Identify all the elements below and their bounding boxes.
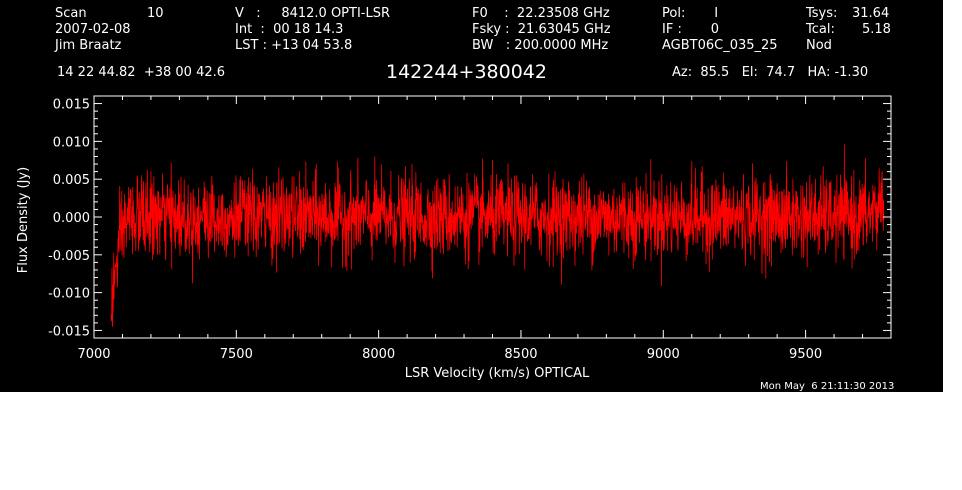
scan-number: 10 [147, 6, 164, 21]
tcal-value: 5.18 [862, 22, 891, 37]
project-id: AGBT06C_035_25 [662, 38, 778, 53]
x-tick-label: 9500 [789, 347, 822, 362]
source-coordinates: 14 22 44.82 +38 00 42.6 [57, 65, 226, 80]
spectrum-chart: 7000 7500 8000 8500 9000 9500 -0.015-0.010-0.… [16, 95, 892, 381]
y-tick-label: 0.010 [53, 135, 90, 150]
y-axis-label: Flux Density (Jy) [16, 167, 31, 273]
scan-label: Scan [55, 6, 87, 21]
plot-panel: Scan 10 2007-02-08 Jim Braatz V : 8412.0… [0, 0, 943, 392]
integration-time: Int : 00 18 14.3 [235, 22, 344, 37]
spectrum-trace [110, 144, 885, 327]
switching-mode: Nod [806, 38, 832, 53]
x-axis-ticks: 7000 7500 8000 8500 9000 9500 [77, 96, 892, 362]
y-tick-label: -0.005 [48, 249, 90, 264]
tcal-label: Tcal: [806, 22, 835, 37]
x-tick-label: 9000 [647, 347, 680, 362]
x-tick-label: 7500 [220, 347, 253, 362]
tsys-label: Tsys: [806, 6, 838, 21]
y-tick-label: -0.015 [48, 324, 90, 339]
obs-date: 2007-02-08 [55, 22, 131, 37]
tsys-value: 31.64 [852, 6, 890, 21]
y-tick-label: 0.000 [53, 211, 90, 226]
spectrum-line [110, 144, 885, 327]
y-tick-label: 0.005 [53, 173, 90, 188]
source-name: 142244+380042 [386, 61, 547, 83]
pointing-info: Az: 85.5 El: 74.7 HA: -1.30 [672, 65, 869, 80]
y-tick-label: 0.015 [53, 98, 90, 113]
sky-frequency: Fsky : 21.63045 GHz [472, 22, 611, 37]
y-axis-ticks: -0.015 -0.010 -0.005 0.000 0.005 0.010 0.015 [48, 95, 891, 339]
if-number: IF : 0 [662, 22, 720, 37]
observer-name: Jim Braatz [55, 38, 122, 53]
x-tick-label: 8000 [362, 347, 395, 362]
polarization: Pol: I [662, 6, 719, 21]
lst-info: LST : +13 04 53.8 [235, 38, 353, 53]
bandwidth: BW : 200.0000 MHz [472, 38, 609, 53]
plot-timestamp: Mon May 6 21:11:30 2013 [760, 381, 895, 392]
x-tick-label: 7000 [77, 347, 110, 362]
x-tick-label: 8500 [504, 347, 537, 362]
velocity-info: V : 8412.0 OPTI-LSR [235, 6, 391, 21]
y-tick-label: -0.010 [48, 287, 90, 302]
x-axis-label: LSR Velocity (km/s) OPTICAL [405, 366, 590, 381]
rest-frequency: F0 : 22.23508 GHz [472, 6, 610, 21]
